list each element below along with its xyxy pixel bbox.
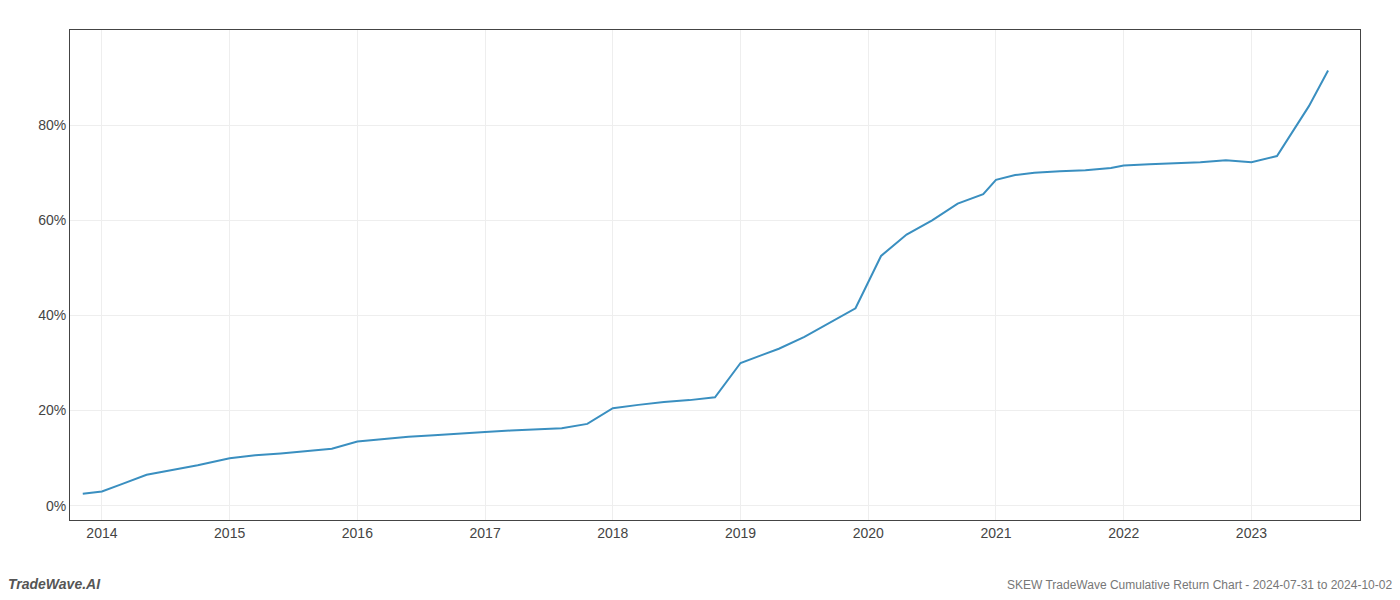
svg-text:80%: 80%	[38, 117, 66, 133]
svg-text:2018: 2018	[597, 525, 628, 541]
svg-text:60%: 60%	[38, 212, 66, 228]
svg-text:2014: 2014	[86, 525, 117, 541]
svg-text:SKEW TradeWave Cumulative Retu: SKEW TradeWave Cumulative Return Chart -…	[1007, 578, 1392, 592]
svg-text:2023: 2023	[1236, 525, 1267, 541]
svg-text:2021: 2021	[980, 525, 1011, 541]
svg-text:2017: 2017	[470, 525, 501, 541]
svg-text:0%: 0%	[46, 498, 66, 514]
svg-text:40%: 40%	[38, 307, 66, 323]
svg-text:2022: 2022	[1108, 525, 1139, 541]
svg-text:2016: 2016	[342, 525, 373, 541]
svg-text:20%: 20%	[38, 402, 66, 418]
svg-text:2015: 2015	[214, 525, 245, 541]
svg-text:2020: 2020	[853, 525, 884, 541]
svg-text:2019: 2019	[725, 525, 756, 541]
svg-text:TradeWave.AI: TradeWave.AI	[8, 576, 101, 592]
